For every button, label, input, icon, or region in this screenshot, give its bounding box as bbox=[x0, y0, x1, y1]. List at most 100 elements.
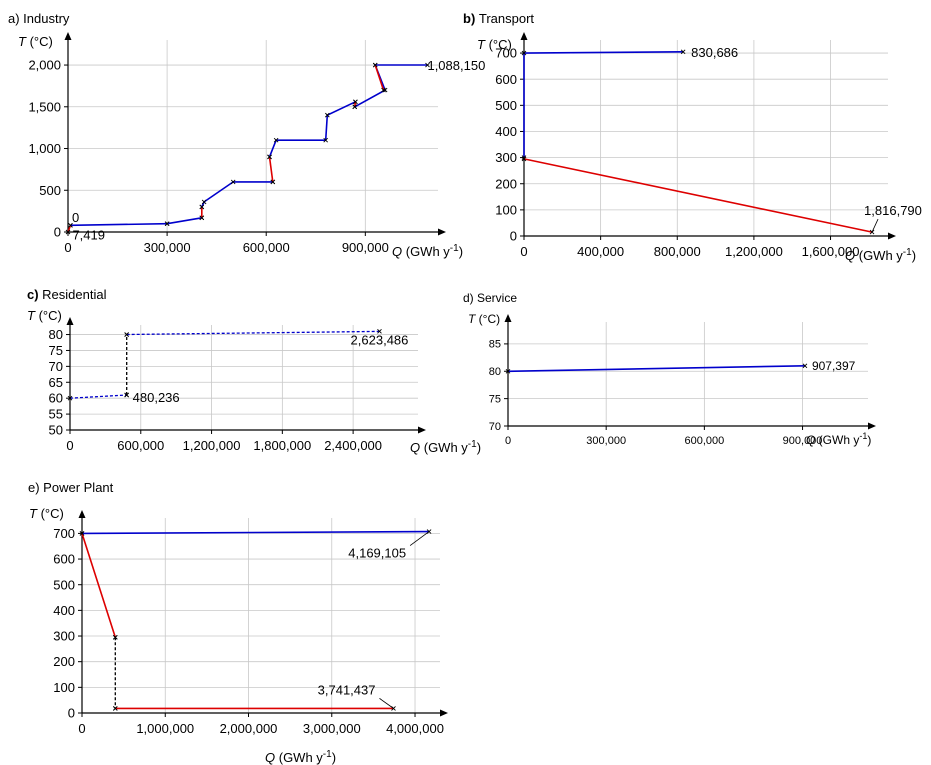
annotation-leader bbox=[409, 531, 430, 546]
x-tick-label: 900,000 bbox=[342, 240, 389, 255]
y-tick-label: 80 bbox=[49, 327, 63, 342]
series-line-e-0 bbox=[81, 530, 430, 535]
x-tick-label: 0 bbox=[520, 244, 527, 259]
y-tick-label: 200 bbox=[53, 654, 75, 669]
y-tick-label: 700 bbox=[53, 526, 75, 541]
y-tick-label: 600 bbox=[53, 552, 75, 567]
y-tick-label: 100 bbox=[53, 680, 75, 695]
data-label-e-0: 4,169,105 bbox=[348, 546, 406, 561]
data-point-marker bbox=[270, 179, 276, 185]
data-point-marker bbox=[521, 50, 527, 56]
data-point-marker bbox=[425, 62, 430, 68]
data-point-marker bbox=[230, 179, 236, 185]
series-line-a-4 bbox=[268, 156, 274, 183]
data-label-b-0: 830,686 bbox=[691, 45, 738, 60]
y-tick-label: 400 bbox=[495, 124, 517, 139]
y-tick-label: 75 bbox=[49, 343, 63, 358]
y-tick-label: 0 bbox=[510, 229, 517, 244]
y-axis-arrow bbox=[64, 32, 72, 40]
chart-panel-a: a) Industry 0 500 1,000 1,500 2,000 0 300,000 60… bbox=[8, 11, 485, 259]
data-point-marker bbox=[164, 221, 170, 226]
y-tick-label: 300 bbox=[495, 150, 517, 165]
data-point-marker bbox=[68, 223, 73, 228]
data-point-marker bbox=[372, 62, 378, 68]
x-tick-label: 400,000 bbox=[577, 244, 624, 259]
y-tick-label: 0 bbox=[54, 225, 61, 240]
series-line-a-9 bbox=[67, 225, 72, 233]
x-axis-arrow bbox=[438, 228, 446, 236]
series-line-c-0 bbox=[69, 394, 127, 399]
x-axis-label-d: Q (GWh y-1) bbox=[806, 431, 871, 447]
data-point-marker bbox=[79, 531, 85, 536]
data-point-marker bbox=[112, 634, 118, 640]
y-axis-arrow bbox=[66, 317, 74, 325]
y-tick-label: 55 bbox=[49, 407, 63, 422]
x-tick-label: 0 bbox=[78, 721, 85, 736]
data-point-marker bbox=[267, 154, 272, 160]
x-tick-label: 1,200,000 bbox=[725, 244, 783, 259]
y-tick-label: 1,500 bbox=[28, 99, 61, 114]
annotation-leader bbox=[871, 218, 879, 233]
panel-title-d: d) Service bbox=[463, 291, 517, 305]
series-line-b-1 bbox=[523, 158, 873, 233]
y-axis-label-e: T (°C) bbox=[29, 506, 64, 521]
series-line-c-2 bbox=[126, 330, 380, 336]
x-axis-label-e: Q (GWh y-1) bbox=[265, 749, 336, 765]
x-tick-label: 900,000 bbox=[783, 435, 823, 447]
y-tick-label: 500 bbox=[53, 577, 75, 592]
data-point-marker bbox=[124, 332, 129, 337]
x-tick-label: 0 bbox=[64, 240, 71, 255]
x-tick-label: 800,000 bbox=[654, 244, 701, 259]
y-axis-label-c: T (°C) bbox=[27, 308, 62, 323]
data-label-e-1: 3,741,437 bbox=[318, 682, 376, 697]
x-tick-label: 3,000,000 bbox=[303, 721, 361, 736]
y-tick-label: 500 bbox=[39, 183, 61, 198]
data-label-a-0: 0 bbox=[72, 210, 79, 225]
y-tick-label: 300 bbox=[53, 629, 75, 644]
x-tick-label: 600,000 bbox=[684, 435, 724, 447]
y-tick-label: 50 bbox=[49, 423, 63, 438]
y-axis-arrow bbox=[78, 510, 86, 518]
series-line-d-0 bbox=[507, 365, 806, 373]
x-tick-label: 1,000,000 bbox=[136, 721, 194, 736]
data-label-a-2: 1,088,150 bbox=[427, 58, 485, 73]
x-tick-label: 300,000 bbox=[144, 240, 191, 255]
panel-title-b: b) Transport bbox=[463, 11, 534, 26]
series-line-b-0 bbox=[523, 51, 684, 158]
x-tick-label: 600,000 bbox=[117, 438, 164, 453]
y-tick-label: 75 bbox=[489, 393, 501, 405]
y-tick-label: 70 bbox=[49, 359, 63, 374]
y-tick-label: 80 bbox=[489, 366, 501, 378]
x-axis-arrow bbox=[888, 232, 896, 240]
x-axis-label-a: Q (GWh y-1) bbox=[392, 243, 463, 259]
y-tick-label: 65 bbox=[49, 375, 63, 390]
y-tick-label: 500 bbox=[495, 98, 517, 113]
x-axis-arrow bbox=[868, 422, 876, 430]
y-tick-label: 85 bbox=[489, 339, 501, 351]
data-point-marker bbox=[199, 204, 205, 210]
series-line-e-1 bbox=[81, 533, 117, 638]
chart-panel-d: d) Service 70 75 80 85 0 300,000 600,000 900,000… bbox=[463, 291, 876, 447]
data-point-marker bbox=[325, 112, 330, 118]
x-axis-arrow bbox=[440, 709, 448, 717]
data-point-marker bbox=[124, 392, 129, 398]
data-point-marker bbox=[377, 329, 382, 334]
y-axis-label-a: T (°C) bbox=[18, 34, 53, 49]
x-axis-label-b: Q (GWh y-1) bbox=[845, 247, 916, 263]
data-point-marker bbox=[352, 104, 358, 110]
data-label-a-1: 7,419 bbox=[72, 227, 105, 242]
panel-title-e: e) Power Plant bbox=[28, 480, 114, 495]
x-axis-label-c: Q (GWh y-1) bbox=[410, 439, 481, 455]
panel-title-c: c) Residential bbox=[27, 287, 107, 302]
data-label-b-1: 1,816,790 bbox=[864, 203, 922, 218]
data-point-marker bbox=[273, 137, 279, 143]
series-line-a-3 bbox=[201, 181, 273, 208]
data-point-marker bbox=[353, 99, 358, 105]
panel-title-a: a) Industry bbox=[8, 11, 70, 26]
data-point-marker bbox=[802, 363, 808, 369]
y-tick-label: 70 bbox=[489, 421, 501, 433]
x-tick-label: 1,600,000 bbox=[802, 244, 860, 259]
chart-panel-b: b) Transport 0 100 200 300 400 500 600 700 0 400,0… bbox=[463, 11, 922, 263]
data-point-marker bbox=[505, 368, 511, 374]
